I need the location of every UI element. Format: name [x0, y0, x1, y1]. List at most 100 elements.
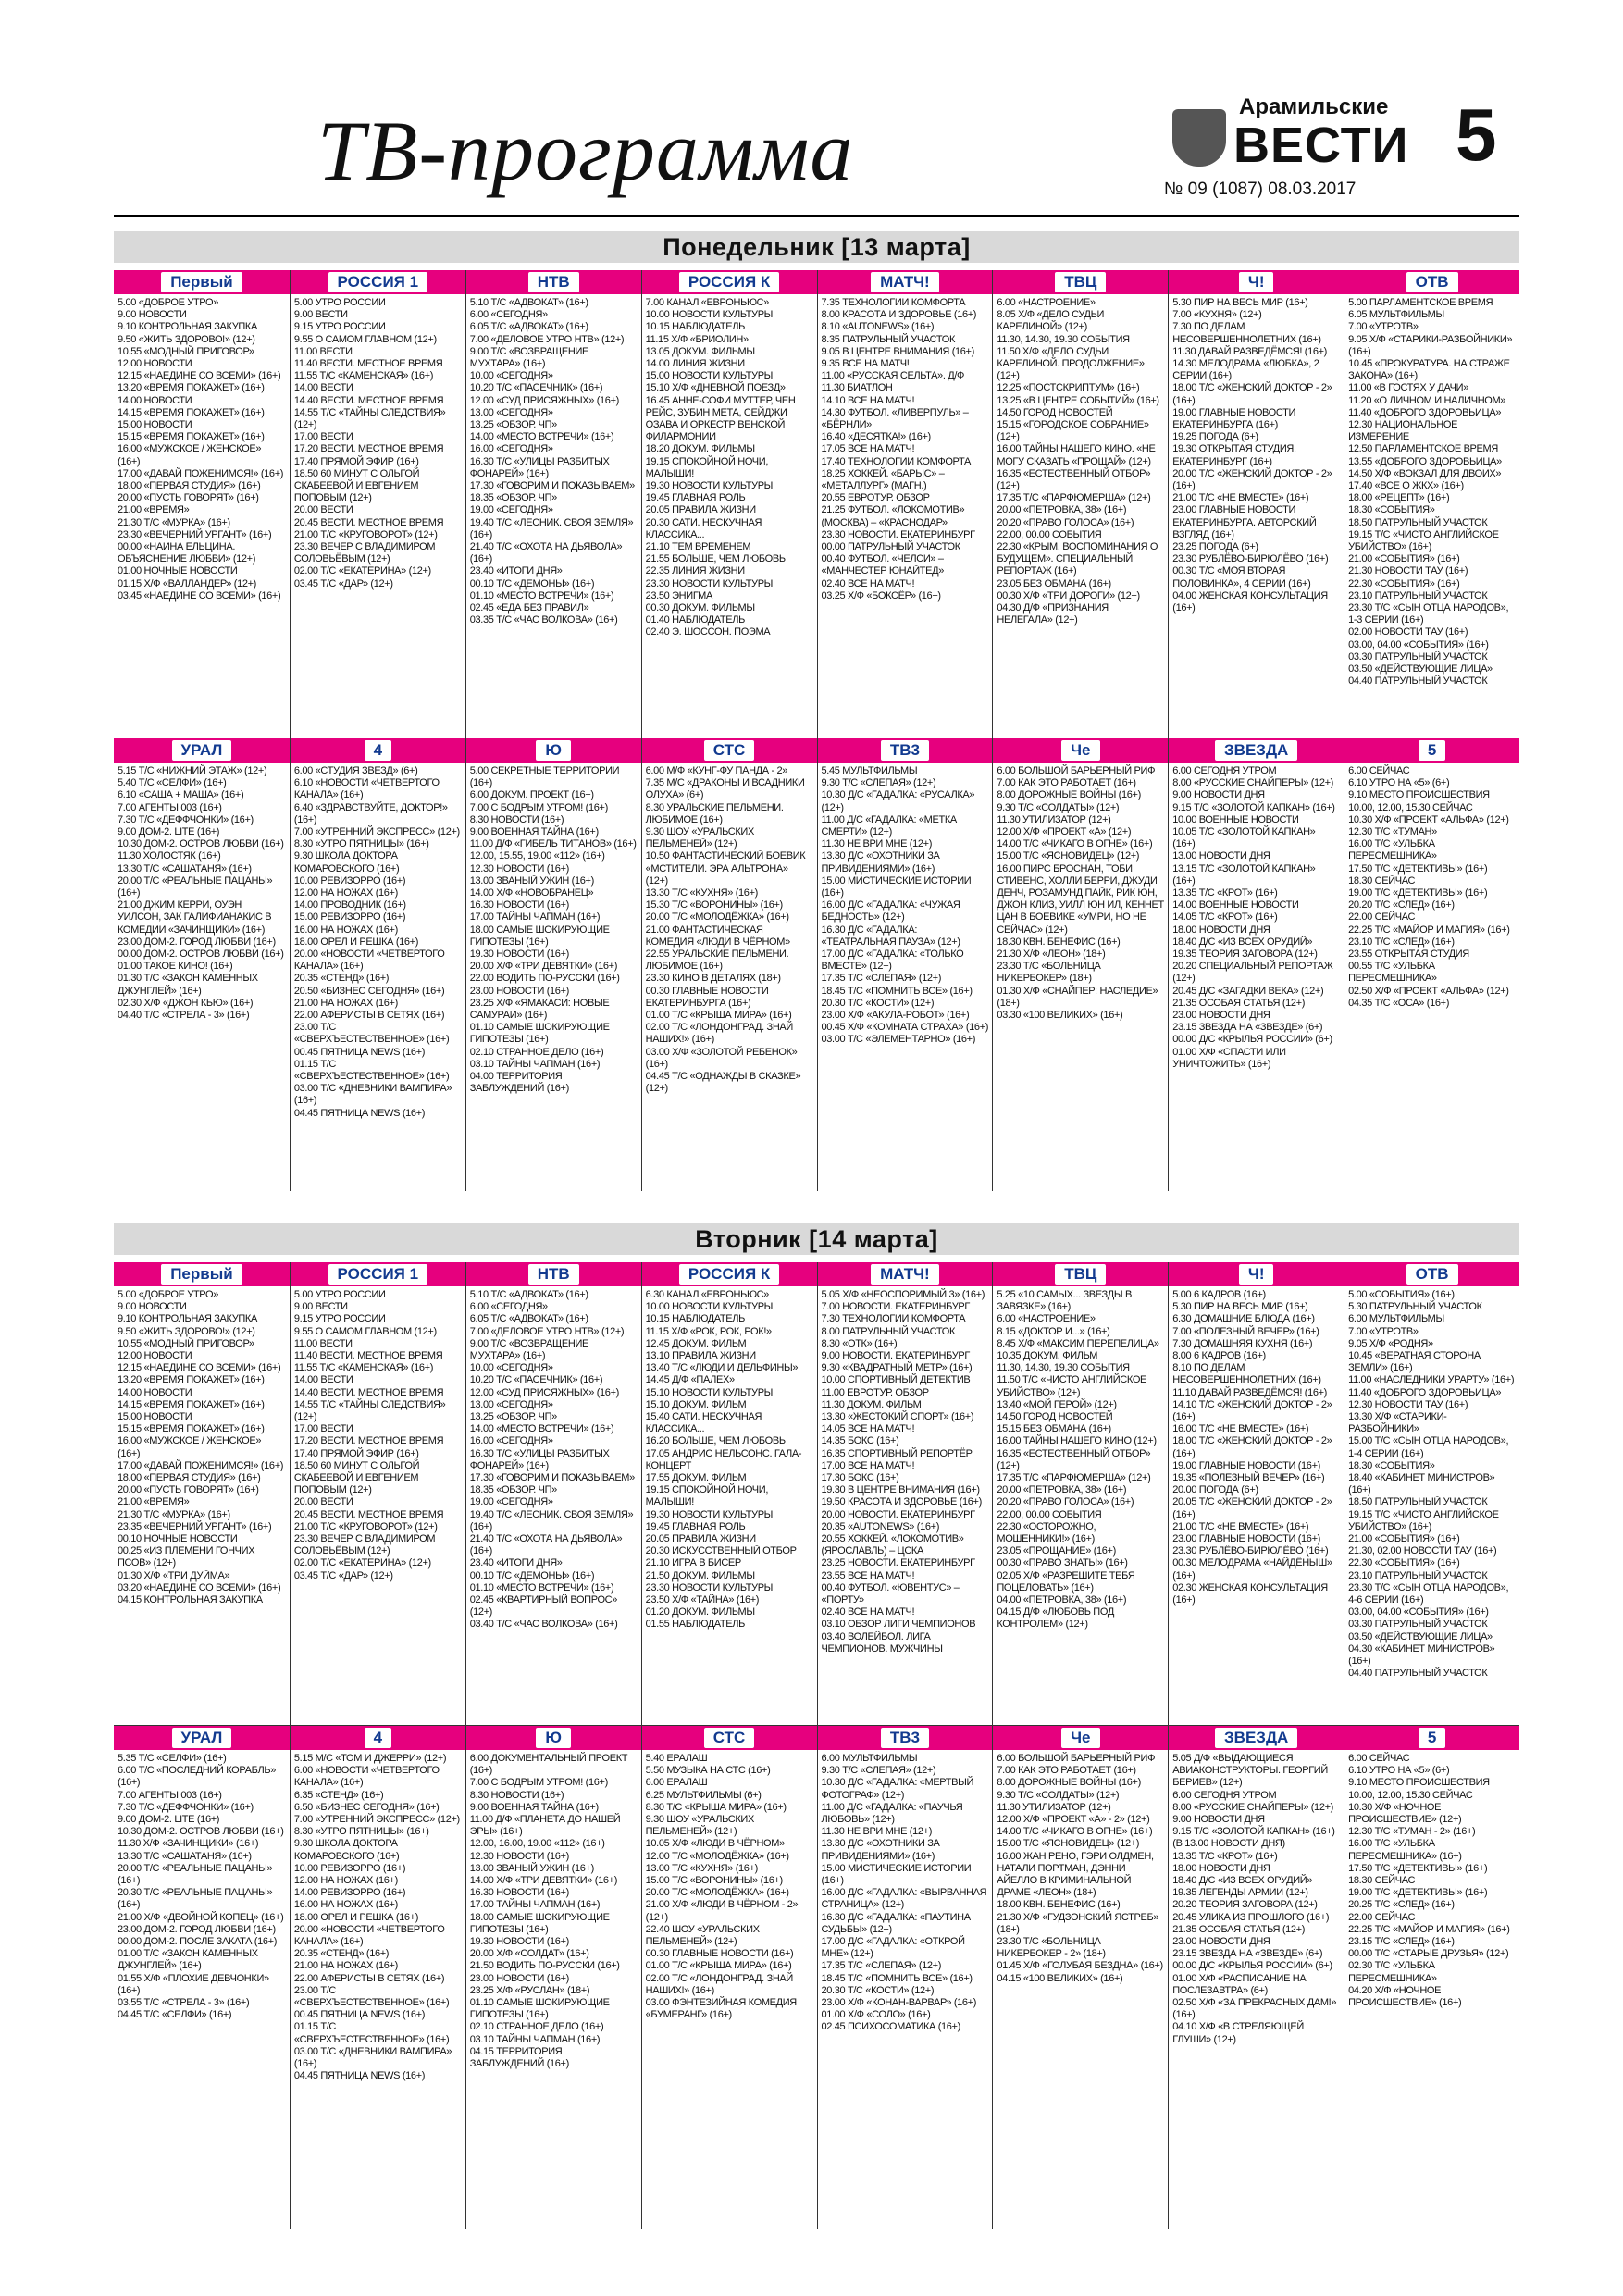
- program: 8.15 «ДОКТОР И...» (16+): [997, 1325, 1110, 1337]
- program: 20.00 «ПЕТРОВКА, 38» (16+): [997, 1484, 1127, 1496]
- program: 21.35 ОСОБАЯ СТАТЬЯ (12+): [1172, 997, 1306, 1009]
- program: 02.45 ПСИХОСОМАТИКА (16+): [821, 2021, 961, 2033]
- channel-name: Первый: [161, 1264, 242, 1285]
- program: 03.50 «ДЕЙСТВУЮЩИЕ ЛИЦА»: [1348, 1631, 1493, 1643]
- channel-logo: УРАЛ: [114, 1726, 290, 1750]
- program: 03.00, 04.00 «СОБЫТИЯ» (16+): [1348, 639, 1489, 651]
- program: 8.30 «УТРО ПЯТНИЦЫ» (16+): [293, 838, 429, 850]
- logo-main: ВЕСТИ: [1233, 118, 1409, 173]
- program: 19.40 Т/С «ЛЕСНИК. СВОЯ ЗЕМЛЯ» (16+): [469, 1508, 634, 1533]
- day-title: Понедельник [13 марта]: [114, 231, 1519, 263]
- program: 23.10 ПАТРУЛЬНЫЙ УЧАСТОК: [1348, 590, 1488, 602]
- program: 16.45 АННЕ-СОФИ МУТТЕР, ЧЕН РЕЙС, ЗУБИН …: [645, 394, 796, 443]
- program: 20.00 ВЕСТИ: [293, 1496, 353, 1508]
- program: 22.00 ВОДИТЬ ПО-РУССКИ (16+): [469, 973, 620, 985]
- program: 6.30 ДОМАШНИЕ БЛЮДА (16+): [1172, 1313, 1315, 1325]
- program: 20.30 Т/С «КОСТИ» (12+): [821, 997, 935, 1009]
- program: 10.20 Т/С «ПАСЕЧНИК» (16+): [469, 382, 603, 394]
- program: 04.35 Т/С «ОСА» (16+): [1348, 997, 1450, 1009]
- program: 23.30 КИНО В ДЕТАЛЯХ (18+): [645, 973, 781, 985]
- program: 03.45 Т/С «ДАР» (12+): [293, 577, 393, 590]
- program: 02.00 НОВОСТИ ТАУ (16+): [1348, 627, 1468, 639]
- program: 14.00 Т/С «ЧИКАГО В ОГНЕ» (16+): [997, 838, 1153, 850]
- program: 00.25 «ИЗ ПЛЕМЕНИ ГОНЧИХ ПСОВ» (12+): [118, 1545, 255, 1570]
- program: 11.00 Д/С «ГАДАЛКА: «ПАУЧЬЯ ЛЮБОВЬ» (12+…: [821, 1801, 963, 1826]
- program: 8.00 ПАТРУЛЬНЫЙ УЧАСТОК: [821, 1325, 956, 1337]
- channel-name: 4: [364, 1728, 392, 1748]
- program: 5.15 Т/С «НИЖНИЙ ЭТАЖ» (12+): [118, 765, 267, 776]
- program: 6.50 «БИЗНЕС СЕГОДНЯ» (16+): [293, 1801, 440, 1813]
- program: 19.35 «ПОЛЕЗНЫЙ ВЕЧЕР» (16+): [1172, 1472, 1325, 1484]
- program: 19.30 НОВОСТИ (16+): [469, 1936, 570, 1948]
- channel-name: ОТВ: [1406, 272, 1458, 292]
- program: 5.30 ПАТРУЛЬНЫЙ УЧАСТОК: [1348, 1301, 1482, 1313]
- channel-name: 5: [1418, 740, 1446, 761]
- program: 20.45 Д/С «ЗАГАДКИ ВЕКА» (12+): [1172, 985, 1324, 997]
- program: 10.00 РЕВИЗОРРО (16+): [293, 1862, 406, 1874]
- program: 18.35 «ОБЗОР. ЧП»: [469, 1484, 558, 1496]
- program: 23.30 РУБЛЁВО-БИРЮЛЁВО (16+): [1172, 553, 1329, 565]
- program: 12.00 Х/Ф «ПРОЕКТ «А» - 2» (12+): [997, 1814, 1150, 1826]
- program: 17.40 ТЕХНОЛОГИИ КОМФОРТА: [821, 455, 972, 467]
- channel-name: Че: [1061, 740, 1100, 761]
- program: 01.10 «МЕСТО ВСТРЕЧИ» (16+): [469, 590, 614, 602]
- program: 11.30 НЕ ВРИ МНЕ (12+): [821, 838, 933, 850]
- program: 21.00 НА НОЖАХ (16+): [293, 997, 398, 1009]
- channel-logo: Че: [993, 1726, 1169, 1750]
- program: 9.30 «КВАДРАТНЫЙ МЕТР» (16+): [821, 1362, 973, 1374]
- program: 17.55 ДОКУМ. ФИЛЬМ: [645, 1472, 747, 1484]
- program: 11.30 УТИЛИЗАТОР (12+): [997, 1801, 1111, 1813]
- channel-name: ТВ3: [880, 1728, 929, 1748]
- program: 20.05 Т/С «ЖЕНСКИЙ ДОКТОР - 2» (16+): [1172, 1496, 1332, 1520]
- channel-column: Первый 5.00 «ДОБРОЕ УТРО» 9.00 НОВОСТИ 9.10…: [114, 1262, 290, 1725]
- program: 14.50 ГОРОД НОВОСТЕЙ: [997, 406, 1113, 418]
- program: 21.40 Т/С «ОХОТА НА ДЬЯВОЛА» (16+): [469, 541, 623, 565]
- day-section: Понедельник [13 марта] Первый 5.00 «ДОБРОЕ…: [114, 231, 1519, 1191]
- program: 5.00 ПАРЛАМЕНТСКОЕ ВРЕМЯ: [1348, 297, 1493, 308]
- program: 13.25 «ОБЗОР. ЧП»: [469, 1411, 558, 1423]
- program: 02.30 Х/Ф «ДЖОН КЬЮ» (16+): [118, 997, 254, 1009]
- program: 14.00 Х/Ф «ТРИ ДЕВЯТКИ» (16+): [469, 1875, 618, 1887]
- program: 16.00 НА НОЖАХ (16+): [293, 924, 398, 936]
- program: 04.40 ПАТРУЛЬНЫЙ УЧАСТОК: [1348, 1668, 1488, 1680]
- program: 6.00 «НАСТРОЕНИЕ»: [997, 297, 1096, 308]
- channel-column: РОССИЯ 1 5.00 УТРО РОССИИ 9.00 ВЕСТИ 9.15 У…: [289, 270, 465, 738]
- channel-column: 4 6.00 «СТУДИЯ ЗВЕЗД» (6+) 6.10 «НОВОСТИ «…: [289, 738, 465, 1191]
- channel-logo: МАТЧ!: [817, 1262, 993, 1286]
- program: 18.50 60 МИНУТ С ОЛЬГОЙ СКАБЕЕВОЙ И ЕВГЕ…: [293, 467, 420, 504]
- program: 5.00 «ДОБРОЕ УТРО»: [118, 297, 219, 308]
- program: 11.55 Т/С «КАМЕНСКАЯ» (16+): [293, 370, 434, 382]
- program: 23.30 РУБЛЁВО-БИРЮЛЁВО (16+): [1172, 1545, 1329, 1558]
- program: 9.30 Т/С «СЛЕПАЯ» (12+): [821, 1765, 936, 1777]
- program: 19.15 Т/С «ЧИСТО АНГЛИЙСКОЕ УБИЙСТВО» (1…: [1348, 1508, 1499, 1533]
- channel-column: ТВ3 5.45 МУЛЬТФИЛЬМЫ 9.30 Т/С «СЛЕПАЯ» (12…: [816, 738, 993, 1191]
- program: 23.10 Т/С «СЛЕД» (16+): [1348, 936, 1455, 948]
- program: 15.00 Т/С «ЯСНОВИДЕЦ» (12+): [997, 850, 1140, 863]
- channel-logo: ТВ3: [817, 1726, 993, 1750]
- program: 15.00 РЕВИЗОРРО (16+): [293, 912, 406, 924]
- program: 6.30 КАНАЛ «ЕВРОНЬЮС»: [645, 1289, 770, 1300]
- program: 10.50 ФАНТАСТИЧЕСКИЙ БОЕВИК «МСТИТЕЛИ. Э…: [645, 850, 806, 887]
- program: 9.00 ВЕСТИ: [293, 309, 348, 321]
- channel-logo: РОССИЯ 1: [290, 270, 465, 294]
- program: 13.40 Т/С «ЛЮДИ И ДЕЛЬФИНЫ»: [645, 1362, 799, 1374]
- program: 20.45 УЛИКА ИЗ ПРОШЛОГО (16+): [1172, 1911, 1330, 1923]
- program: 03.30 «100 ВЕЛИКИХ» (16+): [997, 1010, 1123, 1022]
- program: 00.10 Т/С «ДЕМОНЫ» (16+): [469, 1570, 595, 1582]
- program: 02.40 ВСЕ НА МАТЧ!: [821, 1607, 915, 1619]
- program: 01.00 Х/Ф «РАСПИСАНИЕ НА ПОСЛЕЗАВТРА» (6…: [1172, 1972, 1307, 1996]
- program: 14.00 ВОЕННЫЕ НОВОСТИ: [1172, 900, 1299, 912]
- channel-logo: ЗВЕЗДА: [1169, 1726, 1344, 1750]
- program: 15.15 «ГОРОДСКОЕ СОБРАНИЕ» (12+): [997, 419, 1149, 443]
- channel-logo: Ю: [465, 738, 641, 763]
- program: 12.30 НОВОСТИ (16+): [469, 863, 570, 875]
- program: 23.30 Т/С «СЫН ОТЦА НАРОДОВ», 1-3 СЕРИИ …: [1348, 602, 1509, 627]
- program: 01.15 Т/С «СВЕРХЪЕСТЕСТВЕННОЕ» (16+): [293, 2021, 450, 2045]
- program: 11.30, 14.30, 19.30 СОБЫТИЯ: [997, 333, 1130, 345]
- program: 13.00 ЗВАНЫЙ УЖИН (16+): [469, 1862, 595, 1874]
- program: 16.00 «СЕГОДНЯ»: [469, 443, 553, 455]
- program: 9.00 Т/С «ВОЗВРАЩЕНИЕ МУХТАРА» (16+): [469, 345, 589, 370]
- program: 17.00 ТАЙНЫ ЧАПМАН (16+): [469, 1899, 601, 1911]
- program: 01.15 Т/С «СВЕРХЪЕСТЕСТВЕННОЕ» (16+): [293, 1058, 450, 1083]
